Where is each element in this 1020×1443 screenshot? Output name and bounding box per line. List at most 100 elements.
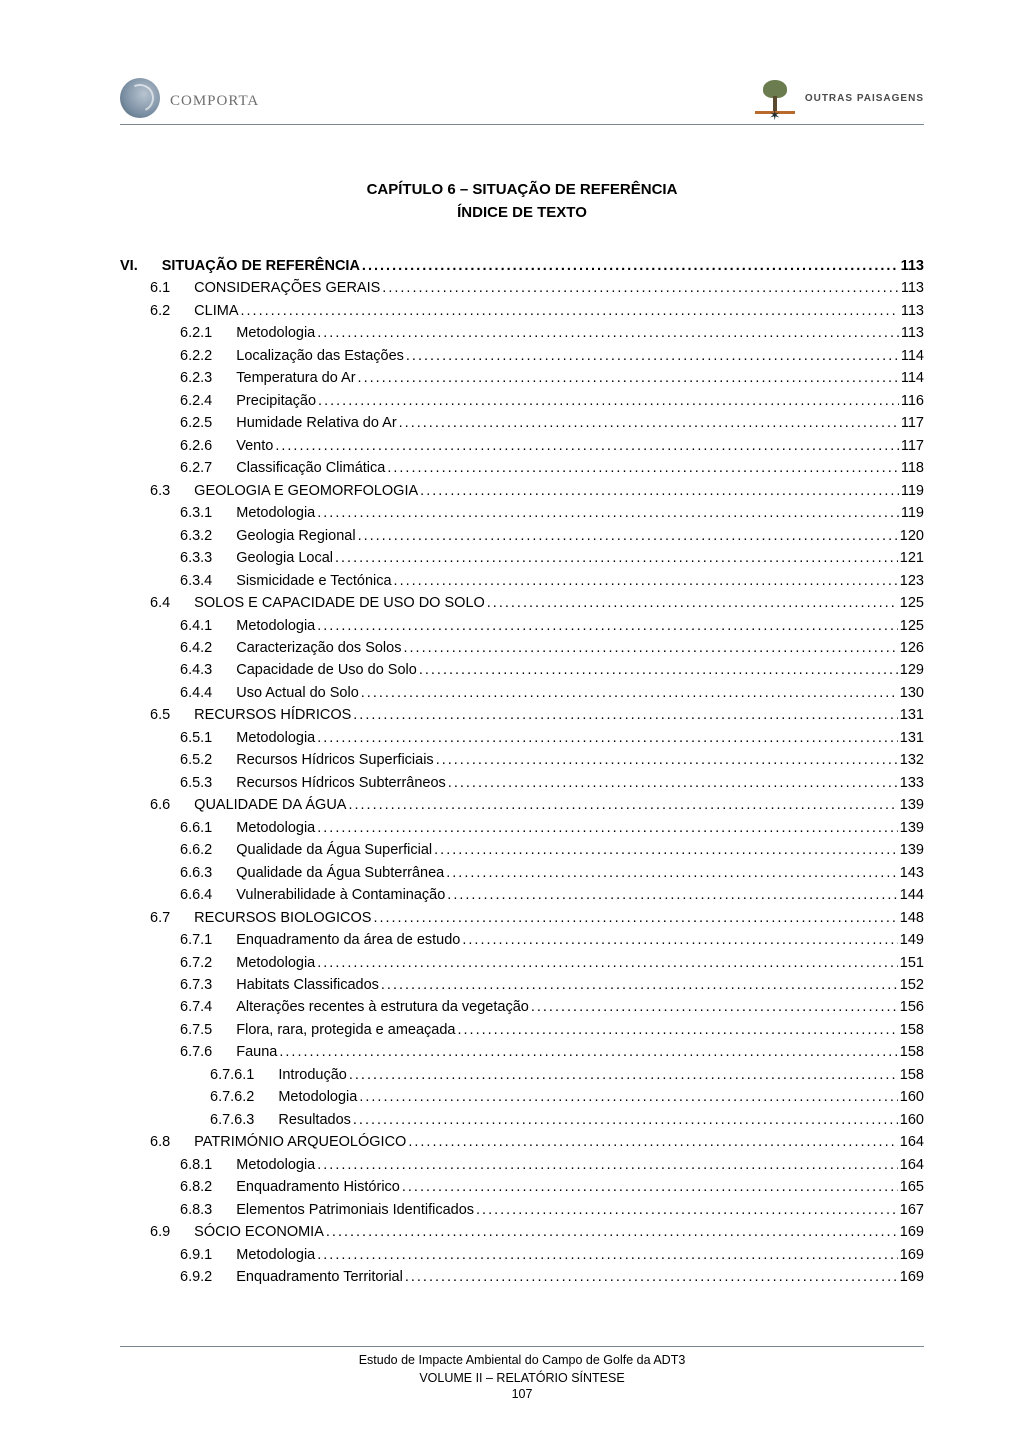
toc-entry-label: Classificação Climática [236,457,385,479]
toc-entry-number: 6.9.2 [180,1266,212,1288]
toc-entry-number: 6.7 [150,907,170,929]
toc-entry-label: Metodologia [236,727,315,749]
toc-row: 6.2.6Vento117 [120,435,924,457]
toc-row: 6.4.1Metodologia125 [120,615,924,637]
toc-entry-label: SITUAÇÃO DE REFERÊNCIA [162,255,360,277]
toc-entry-page: 125 [900,615,924,637]
toc-entry-label: Vulnerabilidade à Contaminação [236,884,445,906]
toc-row: 6.4SOLOS E CAPACIDADE DE USO DO SOLO125 [120,592,924,614]
toc-leader-dots [317,727,898,749]
toc-row: 6.7RECURSOS BIOLOGICOS148 [120,907,924,929]
toc-entry-label: Recursos Hídricos Subterrâneos [236,772,446,794]
toc-entry-page: 121 [900,547,924,569]
tree-icon: ✶ [755,78,795,118]
toc-entry-label: Enquadramento Territorial [236,1266,403,1288]
toc-leader-dots [317,1244,898,1266]
toc-entry-number: 6.8 [150,1131,170,1153]
toc-entry-number: 6.5.2 [180,749,212,771]
toc-leader-dots [447,884,898,906]
toc-entry-page: 114 [901,345,924,367]
toc-entry-number: 6.4.3 [180,659,212,681]
toc-row: 6.5RECURSOS HÍDRICOS131 [120,704,924,726]
toc-entry-label: Uso Actual do Solo [236,682,359,704]
toc-entry-number: 6.3.1 [180,502,212,524]
page: comporta ✶ OUTRAS PAISAGENS CAPÍTULO 6 –… [0,0,1020,1443]
toc-row: 6.8.3Elementos Patrimoniais Identificado… [120,1199,924,1221]
toc-entry-page: 126 [900,637,924,659]
toc-entry-label: SOLOS E CAPACIDADE DE USO DO SOLO [194,592,485,614]
toc-entry-number: 6.2.6 [180,435,212,457]
toc-row: 6.2.3Temperatura do Ar114 [120,367,924,389]
brand-left-text: comporta [170,85,259,111]
footer-line-1: Estudo de Impacte Ambiental do Campo de … [120,1346,924,1367]
toc-entry-page: 123 [900,570,924,592]
toc-entry-label: Precipitação [236,390,316,412]
toc-row: 6.9.1Metodologia169 [120,1244,924,1266]
toc-row: 6.9.2 Enquadramento Territorial 169 [120,1266,924,1288]
toc-entry-label: Enquadramento Histórico [236,1176,400,1198]
toc-entry-number: 6.5 [150,704,170,726]
toc-entry-label: Metodologia [236,817,315,839]
toc-entry-number: 6.7.6.1 [210,1064,254,1086]
toc-leader-dots [381,974,898,996]
toc-entry-number: 6.5.1 [180,727,212,749]
toc-row: 6.2.5Humidade Relativa do Ar117 [120,412,924,434]
toc-leader-dots [362,255,899,277]
toc-row: 6.7.3 Habitats Classificados 152 [120,974,924,996]
toc-entry-number: 6.7.3 [180,974,212,996]
toc-entry-page: 160 [900,1086,924,1108]
toc-leader-dots [361,682,898,704]
toc-entry-number: 6.4.1 [180,615,212,637]
toc-entry-page: 132 [900,749,924,771]
logo-left: comporta [120,78,259,118]
footer-page-number: 107 [120,1387,924,1401]
toc-leader-dots [358,525,898,547]
toc-entry-number: 6.7.5 [180,1019,212,1041]
toc-entry-number: 6.3.2 [180,525,212,547]
toc-entry-number: 6.6.3 [180,862,212,884]
toc-entry-number: 6.2.3 [180,367,212,389]
toc-entry-number: 6.3 [150,480,170,502]
footer: Estudo de Impacte Ambiental do Campo de … [120,1346,924,1401]
toc-leader-dots [241,300,899,322]
toc-row: 6.4.4Uso Actual do Solo130 [120,682,924,704]
toc-leader-dots [317,817,898,839]
toc-entry-number: 6.4 [150,592,170,614]
toc-entry-number: 6.6.4 [180,884,212,906]
toc-leader-dots [406,345,899,367]
toc-entry-page: 158 [900,1064,924,1086]
toc-entry-label: Habitats Classificados [236,974,379,996]
toc-row: 6.6.3Qualidade da Água Subterrânea143 [120,862,924,884]
toc-leader-dots [349,1064,898,1086]
toc-entry-number: VI. [120,255,138,277]
toc-row: 6.8.2Enquadramento Histórico165 [120,1176,924,1198]
toc-entry-label: Flora, rara, protegida e ameaçada [236,1019,455,1041]
toc-entry-label: Geologia Local [236,547,333,569]
toc-entry-page: 119 [901,480,924,502]
toc-row: 6.6.2Qualidade da Água Superficial139 [120,839,924,861]
toc-entry-label: Metodologia [236,322,315,344]
toc-entry-number: 6.2.2 [180,345,212,367]
toc-leader-dots [408,1131,897,1153]
toc-entry-label: Elementos Patrimoniais Identificados [236,1199,474,1221]
toc-entry-number: 6.5.3 [180,772,212,794]
toc-entry-page: 165 [900,1176,924,1198]
toc-row: 6.4.2Caracterização dos Solos126 [120,637,924,659]
toc-row: 6.5.1Metodologia131 [120,727,924,749]
toc-entry-label: SÓCIO ECONOMIA [194,1221,324,1243]
toc-leader-dots [387,457,899,479]
toc-entry-number: 6.6.2 [180,839,212,861]
toc-entry-page: 152 [900,974,924,996]
toc-entry-number: 6.2.5 [180,412,212,434]
toc-entry-page: 117 [901,412,924,434]
toc-leader-dots [476,1199,898,1221]
toc-row: 6.2.1Metodologia113 [120,322,924,344]
toc-entry-page: 169 [900,1266,924,1288]
toc-row: 6.3.2Geologia Regional120 [120,525,924,547]
toc-row: 6.3.3Geologia Local121 [120,547,924,569]
toc-entry-number: 6.6 [150,794,170,816]
toc-leader-dots [348,794,897,816]
toc-leader-dots [358,367,899,389]
logo-right: ✶ OUTRAS PAISAGENS [755,78,924,118]
toc-entry-page: 118 [901,457,924,479]
